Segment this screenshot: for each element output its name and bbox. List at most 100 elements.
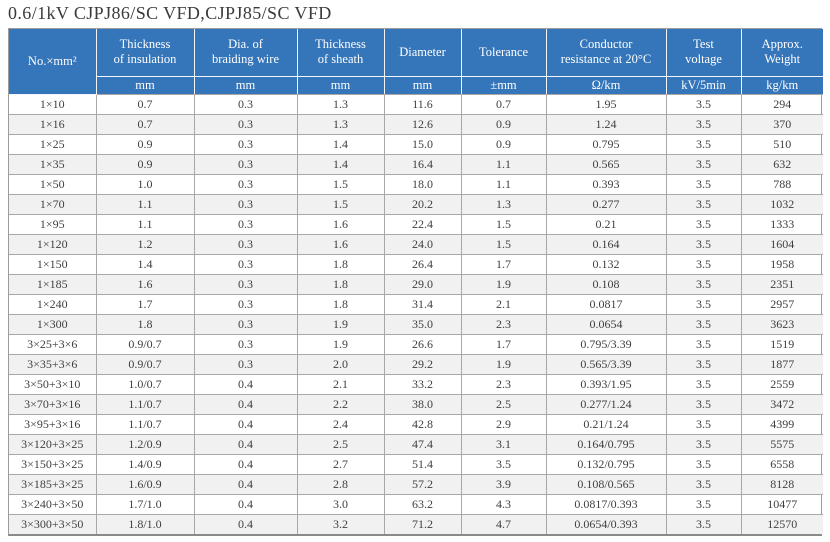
cell-value: 57.2 bbox=[384, 473, 462, 494]
table-row: 3×240+3×50 1.7/1.0 0.4 3.0 63.2 4.3 0.0817/0.3… bbox=[9, 493, 823, 514]
cell-value: 8128 bbox=[741, 473, 823, 494]
cell-value: 2.4 bbox=[297, 413, 385, 434]
cell-value: 0.3 bbox=[194, 293, 298, 314]
table-row: 1×185 1.6 0.3 1.8 29.0 1.9 0.108 3.5 2351 bbox=[9, 273, 823, 294]
table-body: 1×10 0.7 0.3 1.3 11.6 0.7 1.95 3.5 294 1×16 0.7 0.3… bbox=[9, 94, 823, 534]
cell-value: 1032 bbox=[741, 193, 823, 214]
cell-value: 26.6 bbox=[384, 333, 462, 354]
cell-value: 3.5 bbox=[666, 313, 742, 334]
cell-value: 0.3 bbox=[194, 153, 298, 174]
cell-value: 2.7 bbox=[297, 453, 385, 474]
cell-value: 2.9 bbox=[461, 413, 547, 434]
table-row: 1×16 0.7 0.3 1.3 12.6 0.9 1.24 3.5 370 bbox=[9, 113, 823, 134]
cell-value: 1.1 bbox=[461, 173, 547, 194]
column-header: Diameter bbox=[384, 29, 462, 77]
cell-value: 1.2/0.9 bbox=[96, 433, 195, 454]
cell-value: 1.8 bbox=[96, 313, 195, 334]
cable-spec-table: No.×mm² Thickness of insulation Dia. of br… bbox=[9, 29, 823, 534]
cell-value: 0.3 bbox=[194, 333, 298, 354]
cell-value: 1.0 bbox=[96, 173, 195, 194]
cell-value: 33.2 bbox=[384, 373, 462, 394]
cell-value: 0.393 bbox=[546, 173, 667, 194]
cell-value: 1.1 bbox=[461, 153, 547, 174]
cell-value: 0.164 bbox=[546, 233, 667, 254]
cell-value: 1.8 bbox=[297, 273, 385, 294]
column-header: Tolerance bbox=[461, 29, 547, 77]
cell-value: 0.7 bbox=[96, 94, 195, 114]
table-row: 1×50 1.0 0.3 1.5 18.0 1.1 0.393 3.5 788 bbox=[9, 173, 823, 194]
cell-spec: 3×50+3×10 bbox=[9, 373, 97, 394]
cell-value: 1.8 bbox=[297, 253, 385, 274]
cell-spec: 1×50 bbox=[9, 173, 97, 194]
cell-value: 1.95 bbox=[546, 94, 667, 114]
cell-value: 1.0/0.7 bbox=[96, 373, 195, 394]
table-row: 3×25+3×6 0.9/0.7 0.3 1.9 26.6 1.7 0.795/3.39 3.… bbox=[9, 333, 823, 354]
table-row: 3×95+3×16 1.1/0.7 0.4 2.4 42.8 2.9 0.21/1.24 3.… bbox=[9, 413, 823, 434]
cell-value: 1.4 bbox=[297, 153, 385, 174]
column-header: Dia. of braiding wire bbox=[194, 29, 298, 77]
cell-value: 370 bbox=[741, 113, 823, 134]
cell-value: 632 bbox=[741, 153, 823, 174]
cell-value: 1.5 bbox=[461, 233, 547, 254]
cell-value: 11.6 bbox=[384, 94, 462, 114]
catalog-page: { "title": "0.6/1kV CJPJ86/SC VFD,CJPJ85… bbox=[0, 3, 830, 542]
cell-value: 3.5 bbox=[666, 113, 742, 134]
table-row: 3×150+3×25 1.4/0.9 0.4 2.7 51.4 3.5 0.132/0.79… bbox=[9, 453, 823, 474]
cell-value: 0.565 bbox=[546, 153, 667, 174]
cell-value: 1.6 bbox=[297, 233, 385, 254]
cell-value: 1.7 bbox=[96, 293, 195, 314]
column-unit: mm bbox=[297, 76, 385, 95]
table-row: 1×300 1.8 0.3 1.9 35.0 2.3 0.0654 3.5 3623 bbox=[9, 313, 823, 334]
cell-value: 0.0817/0.393 bbox=[546, 493, 667, 514]
table-row: 3×70+3×16 1.1/0.7 0.4 2.2 38.0 2.5 0.277/1.24 3… bbox=[9, 393, 823, 414]
cell-value: 0.7 bbox=[96, 113, 195, 134]
cell-value: 18.0 bbox=[384, 173, 462, 194]
cell-value: 3.5 bbox=[666, 453, 742, 474]
cell-value: 0.9 bbox=[96, 133, 195, 154]
cell-value: 1.9 bbox=[461, 353, 547, 374]
cell-value: 3.5 bbox=[666, 493, 742, 514]
cell-value: 51.4 bbox=[384, 453, 462, 474]
cell-value: 16.4 bbox=[384, 153, 462, 174]
cell-value: 0.9 bbox=[461, 133, 547, 154]
cell-spec: 1×35 bbox=[9, 153, 97, 174]
cell-value: 0.4 bbox=[194, 433, 298, 454]
cell-value: 1.5 bbox=[297, 173, 385, 194]
cell-value: 3.5 bbox=[666, 273, 742, 294]
table-row: 1×120 1.2 0.3 1.6 24.0 1.5 0.164 3.5 1604 bbox=[9, 233, 823, 254]
cell-value: 0.108 bbox=[546, 273, 667, 294]
cell-value: 0.3 bbox=[194, 233, 298, 254]
cell-value: 0.164/0.795 bbox=[546, 433, 667, 454]
cell-value: 0.9/0.7 bbox=[96, 333, 195, 354]
cell-spec: 1×120 bbox=[9, 233, 97, 254]
cell-spec: 3×35+3×6 bbox=[9, 353, 97, 374]
cell-value: 3.5 bbox=[666, 433, 742, 454]
cell-value: 1.9 bbox=[297, 313, 385, 334]
cell-value: 0.7 bbox=[461, 94, 547, 114]
cell-value: 0.9 bbox=[461, 113, 547, 134]
cell-value: 0.21/1.24 bbox=[546, 413, 667, 434]
cell-value: 2.1 bbox=[297, 373, 385, 394]
cell-value: 0.4 bbox=[194, 393, 298, 414]
cell-spec: 3×70+3×16 bbox=[9, 393, 97, 414]
cell-value: 1.6/0.9 bbox=[96, 473, 195, 494]
cell-value: 22.4 bbox=[384, 213, 462, 234]
cell-value: 2.2 bbox=[297, 393, 385, 414]
cell-value: 1.6 bbox=[297, 213, 385, 234]
cell-spec: 1×70 bbox=[9, 193, 97, 214]
cell-spec: 3×185+3×25 bbox=[9, 473, 97, 494]
cell-value: 12570 bbox=[741, 513, 823, 534]
cell-value: 294 bbox=[773, 97, 792, 111]
cell-spec: 3×240+3×50 bbox=[9, 493, 97, 514]
cell-value: 2.3 bbox=[461, 373, 547, 394]
cell-value: 0.132 bbox=[546, 253, 667, 274]
cell-value: 3.5 bbox=[666, 94, 742, 114]
cell-value: 1.7 bbox=[461, 253, 547, 274]
cell-value: 1.24 bbox=[546, 113, 667, 134]
cell-spec: 3×150+3×25 bbox=[9, 453, 97, 474]
cell-value: 2.5 bbox=[297, 433, 385, 454]
cell-value: 0.3 bbox=[194, 193, 298, 214]
cell-value: 3.9 bbox=[461, 473, 547, 494]
table-row: 1×95 1.1 0.3 1.6 22.4 1.5 0.21 3.5 1333 bbox=[9, 213, 823, 234]
cell-value: 3.5 bbox=[461, 453, 547, 474]
